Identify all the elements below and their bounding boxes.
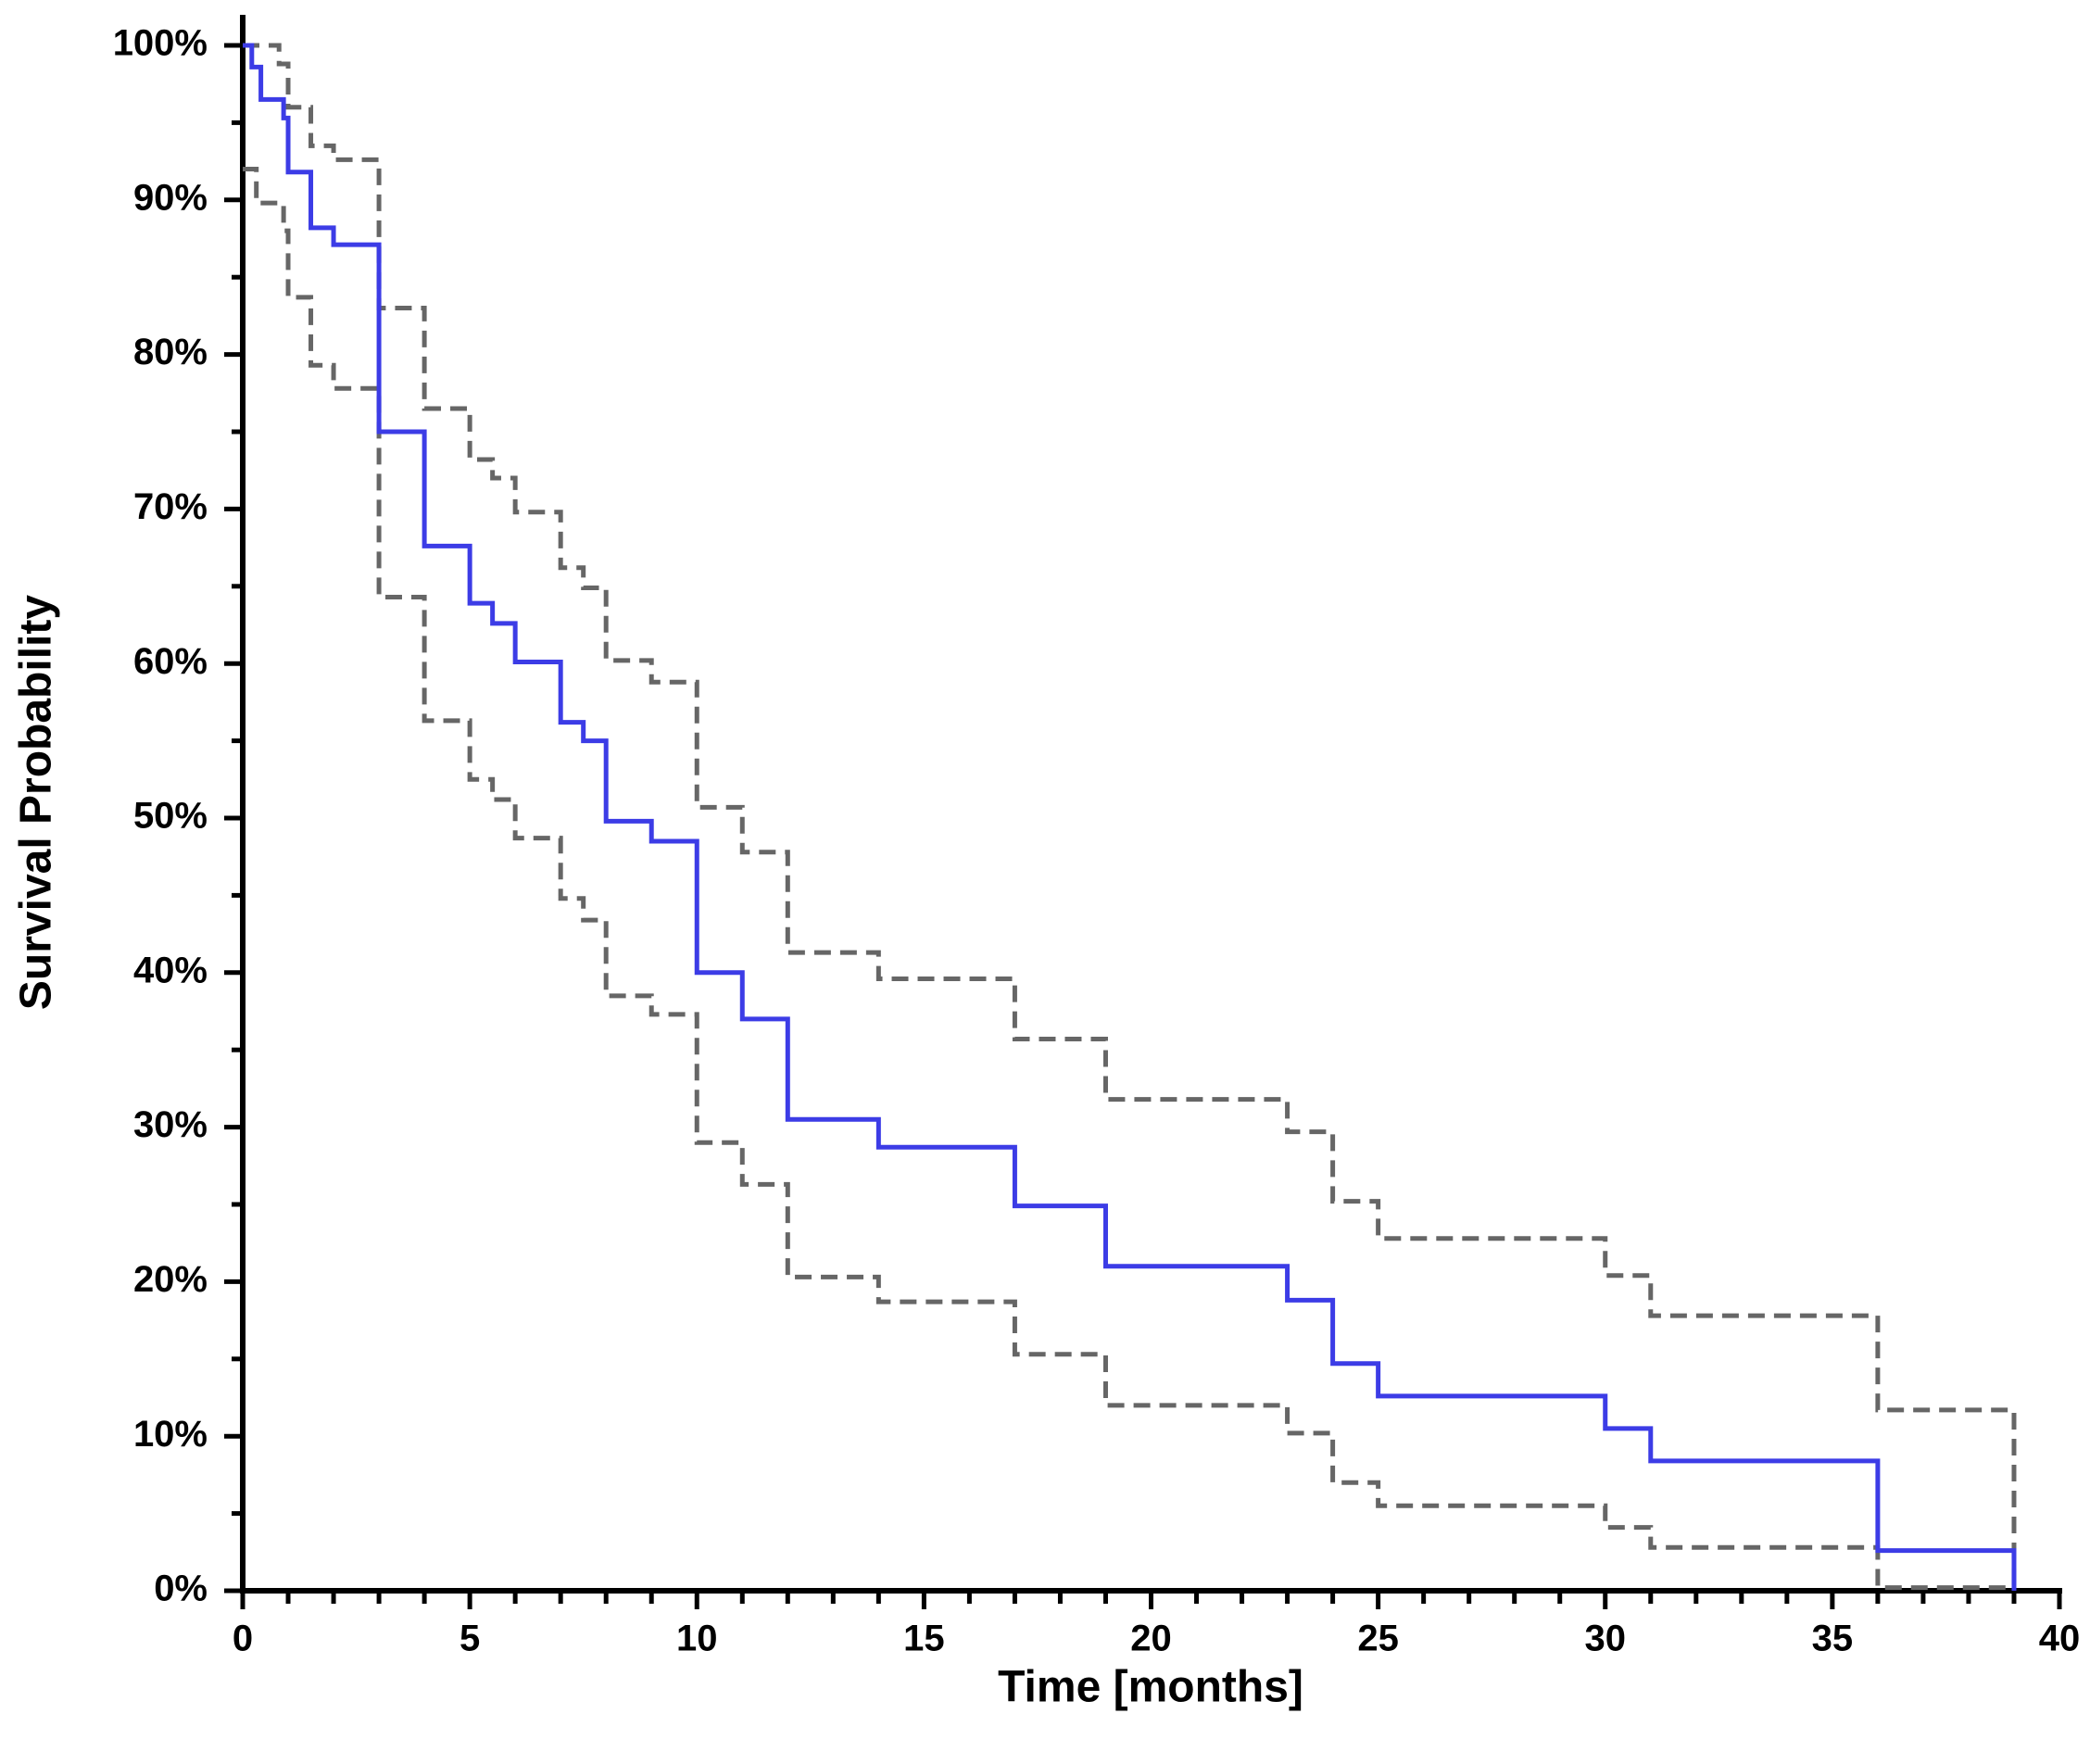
x-tick-label: 5 xyxy=(460,1619,480,1659)
y-tick-label: 90% xyxy=(133,177,208,218)
y-tick-label: 10% xyxy=(133,1414,208,1455)
y-tick-label: 50% xyxy=(133,796,208,837)
x-tick-label: 30 xyxy=(1585,1619,1627,1659)
y-tick-label: 0% xyxy=(154,1569,208,1609)
y-tick-label: 60% xyxy=(133,641,208,682)
confidence-band-line xyxy=(243,166,2014,1591)
x-axis-label: Time [months] xyxy=(998,1663,1303,1712)
x-tick-label: 20 xyxy=(1130,1619,1172,1659)
x-tick-label: 35 xyxy=(1812,1619,1854,1659)
survival-curve xyxy=(243,43,2017,1591)
x-tick-label: 15 xyxy=(903,1619,945,1659)
x-tick-label: 0 xyxy=(233,1619,253,1659)
y-tick-label: 100% xyxy=(113,23,208,64)
y-tick-label: 40% xyxy=(133,950,208,990)
x-tick-label: 40 xyxy=(2039,1619,2081,1659)
x-tick-label: 10 xyxy=(676,1619,718,1659)
y-tick-label: 80% xyxy=(133,332,208,372)
confidence-band-line xyxy=(243,43,2017,1591)
x-tick-label: 25 xyxy=(1357,1619,1399,1659)
y-axis-label: Survival Probability xyxy=(12,595,61,1010)
y-tick-label: 30% xyxy=(133,1104,208,1145)
y-tick-label: 70% xyxy=(133,486,208,527)
y-tick-label: 20% xyxy=(133,1259,208,1300)
